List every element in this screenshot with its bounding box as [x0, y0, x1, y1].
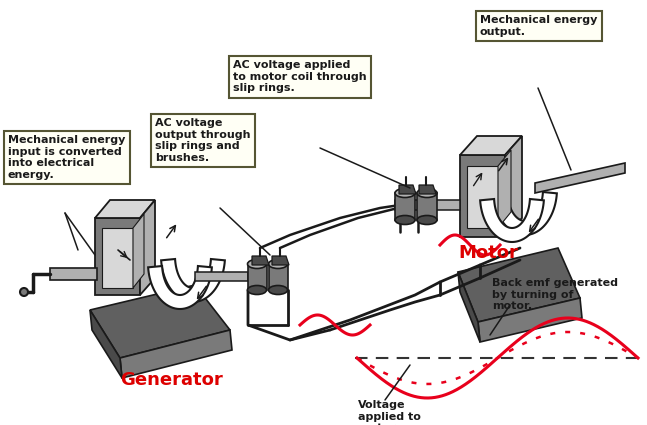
Text: Voltage
applied to
motor.: Voltage applied to motor. [358, 400, 421, 425]
Polygon shape [480, 199, 544, 242]
Ellipse shape [269, 286, 287, 295]
Polygon shape [102, 228, 133, 288]
Polygon shape [498, 150, 511, 228]
Polygon shape [460, 155, 505, 237]
Ellipse shape [417, 215, 437, 224]
Polygon shape [417, 193, 437, 220]
Polygon shape [269, 264, 288, 290]
Polygon shape [248, 264, 267, 290]
Ellipse shape [248, 260, 267, 269]
Polygon shape [252, 256, 269, 265]
Polygon shape [161, 259, 225, 302]
Polygon shape [460, 136, 522, 155]
Polygon shape [535, 163, 625, 193]
Polygon shape [140, 200, 155, 295]
Polygon shape [95, 218, 140, 295]
Text: Mechanical energy
input is converted
into electrical
energy.: Mechanical energy input is converted int… [8, 135, 126, 180]
Polygon shape [50, 268, 97, 280]
Polygon shape [272, 256, 289, 265]
Text: Motor: Motor [458, 244, 518, 262]
Ellipse shape [20, 288, 28, 296]
Ellipse shape [395, 215, 415, 224]
Text: AC voltage
output through
slip rings and
brushes.: AC voltage output through slip rings and… [155, 118, 250, 163]
Polygon shape [458, 272, 480, 342]
Polygon shape [90, 310, 122, 378]
Ellipse shape [269, 260, 287, 269]
Polygon shape [419, 185, 436, 194]
Polygon shape [478, 298, 582, 342]
Text: AC voltage applied
to motor coil through
slip rings.: AC voltage applied to motor coil through… [233, 60, 367, 93]
Polygon shape [395, 200, 460, 210]
Polygon shape [395, 193, 415, 220]
Text: Back emf generated
by turning of
motor.: Back emf generated by turning of motor. [492, 278, 618, 311]
Ellipse shape [248, 286, 267, 295]
Polygon shape [95, 200, 155, 218]
Polygon shape [493, 192, 557, 235]
Text: Mechanical energy
output.: Mechanical energy output. [480, 15, 597, 37]
Polygon shape [148, 266, 212, 309]
Text: Generator: Generator [120, 371, 223, 389]
Polygon shape [195, 272, 248, 281]
Polygon shape [505, 136, 522, 237]
Polygon shape [90, 285, 230, 358]
Polygon shape [399, 185, 416, 194]
Polygon shape [133, 214, 144, 288]
Ellipse shape [417, 189, 437, 198]
Polygon shape [458, 248, 580, 322]
Polygon shape [120, 330, 232, 378]
Ellipse shape [395, 189, 415, 198]
Polygon shape [467, 166, 498, 228]
